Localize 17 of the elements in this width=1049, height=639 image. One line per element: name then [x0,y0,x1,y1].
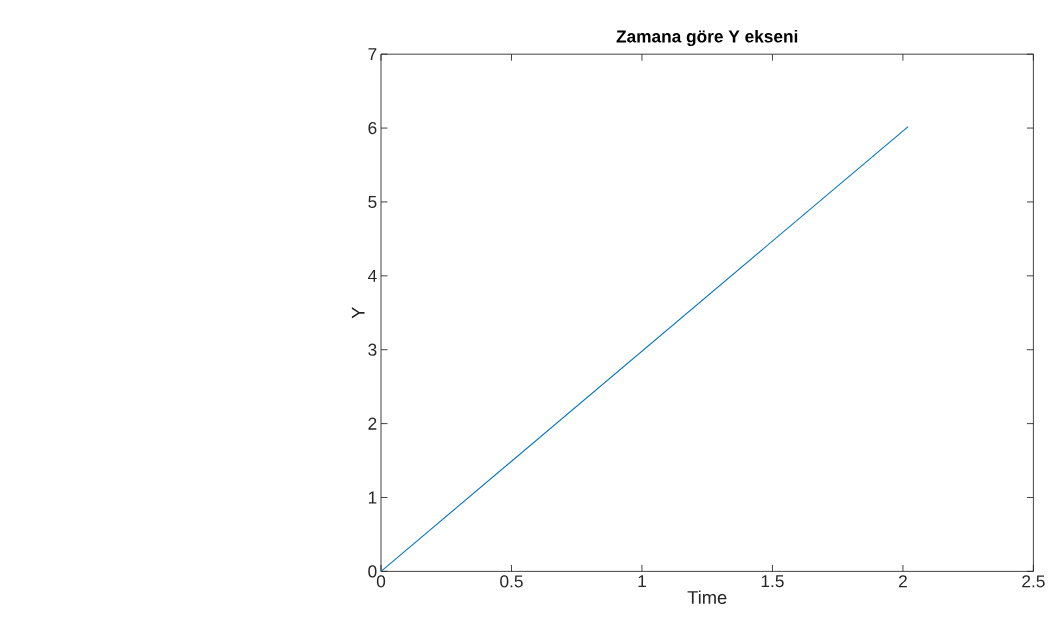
y-tick-label: 6 [368,122,377,135]
y-tick-label: 4 [367,270,377,282]
y-axis-title: Y [351,307,365,319]
x-tick-label: 1.5 [761,575,784,588]
y-tick-label: 3 [368,343,377,357]
y-tick-label: 5 [368,196,377,209]
y-tick-label: 0 [368,565,377,578]
chart-title: Zamana göre Y ekseni [616,30,798,47]
x-tick-label: 1 [638,575,646,588]
x-tick-label: 0.5 [500,575,523,588]
x-tick-label: 2.5 [1022,575,1045,588]
y-tick-label: 7 [368,48,377,61]
x-tick-label: 0 [376,575,386,588]
x-tick-label: 2 [898,575,907,588]
x-axis-title: Time [687,590,727,605]
y-tick-label: 2 [368,417,377,430]
y-tick-label: 1 [368,491,377,504]
